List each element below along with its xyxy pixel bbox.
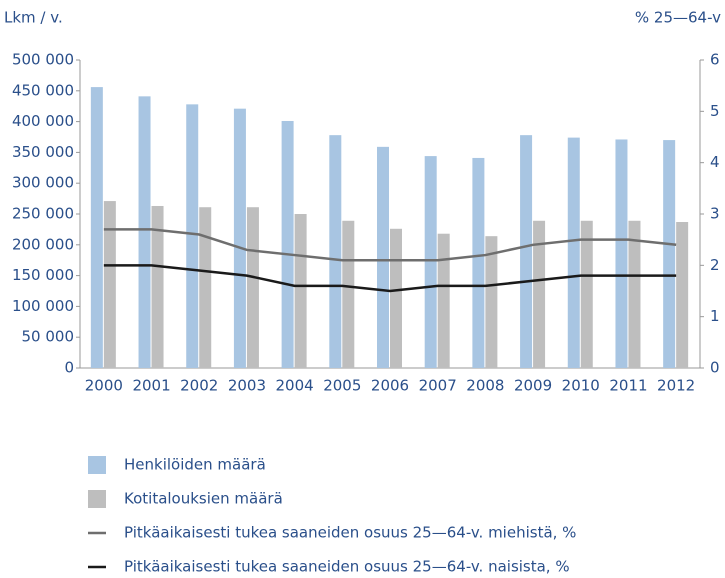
line bbox=[103, 228, 677, 262]
bar bbox=[676, 222, 689, 368]
line bbox=[103, 264, 677, 293]
bar bbox=[342, 220, 355, 368]
bar bbox=[580, 220, 593, 368]
bar bbox=[233, 108, 246, 368]
bar bbox=[533, 220, 546, 368]
x-tick-label: 2002 bbox=[180, 377, 218, 395]
y2-tick-label: 6 bbox=[710, 51, 720, 69]
bar bbox=[103, 201, 116, 368]
bar bbox=[90, 87, 103, 368]
x-tick-label: 2003 bbox=[228, 377, 266, 395]
y-tick-label: 300 000 bbox=[12, 174, 74, 192]
legend-label: Pitkäaikaisesti tukea saaneiden osuus 25… bbox=[124, 558, 570, 576]
y-tick-label: 0 bbox=[64, 359, 74, 377]
legend-swatch bbox=[88, 490, 106, 508]
y-tick-label: 350 000 bbox=[12, 143, 74, 161]
x-tick-label: 2006 bbox=[371, 377, 409, 395]
x-tick-label: 2005 bbox=[323, 377, 361, 395]
bar bbox=[437, 233, 450, 368]
y-tick-label: 100 000 bbox=[12, 297, 74, 315]
bar bbox=[628, 220, 641, 368]
x-tick-label: 2007 bbox=[419, 377, 457, 395]
bar bbox=[520, 135, 533, 368]
y-axis-label: Lkm / v. bbox=[4, 9, 63, 27]
bar bbox=[424, 156, 437, 368]
y-tick-label: 50 000 bbox=[22, 328, 75, 346]
y2-tick-label: 1 bbox=[710, 307, 720, 325]
bar bbox=[246, 207, 259, 368]
bar bbox=[485, 236, 498, 368]
x-tick-label: 2011 bbox=[609, 377, 647, 395]
x-tick-label: 2004 bbox=[276, 377, 314, 395]
y-tick-label: 250 000 bbox=[12, 205, 74, 223]
bar bbox=[151, 205, 164, 368]
y-tick-label: 200 000 bbox=[12, 235, 74, 253]
bar bbox=[472, 157, 485, 368]
y-tick-label: 400 000 bbox=[12, 112, 74, 130]
y2-tick-label: 4 bbox=[710, 153, 720, 171]
legend-label: Pitkäaikaisesti tukea saaneiden osuus 25… bbox=[124, 524, 576, 542]
bar bbox=[663, 140, 676, 368]
legend-label: Kotitalouksien määrä bbox=[124, 490, 283, 508]
y2-tick-label: 2 bbox=[710, 256, 720, 274]
bar bbox=[294, 214, 307, 368]
x-tick-label: 2000 bbox=[85, 377, 123, 395]
y-tick-label: 450 000 bbox=[12, 81, 74, 99]
bar bbox=[199, 207, 212, 368]
bar bbox=[567, 137, 580, 368]
bar bbox=[615, 139, 628, 368]
y-tick-label: 150 000 bbox=[12, 266, 74, 284]
x-tick-label: 2010 bbox=[562, 377, 600, 395]
y2-tick-label: 0 bbox=[710, 359, 720, 377]
y2-tick-label: 3 bbox=[710, 205, 720, 223]
bar bbox=[329, 135, 342, 368]
legend-swatch bbox=[88, 456, 106, 474]
bar bbox=[138, 96, 151, 369]
x-tick-label: 2008 bbox=[466, 377, 504, 395]
bar bbox=[390, 228, 402, 368]
x-tick-label: 2012 bbox=[657, 377, 695, 395]
bar bbox=[281, 120, 294, 368]
bar bbox=[377, 146, 389, 368]
bar bbox=[186, 104, 199, 369]
x-tick-label: 2001 bbox=[132, 377, 170, 395]
x-tick-label: 2009 bbox=[514, 377, 552, 395]
y2-axis-label: % 25—64-v bbox=[635, 9, 721, 27]
y-tick-label: 500 000 bbox=[12, 51, 74, 69]
legend-label: Henkilöiden määrä bbox=[124, 456, 266, 474]
y2-tick-label: 5 bbox=[710, 102, 720, 120]
